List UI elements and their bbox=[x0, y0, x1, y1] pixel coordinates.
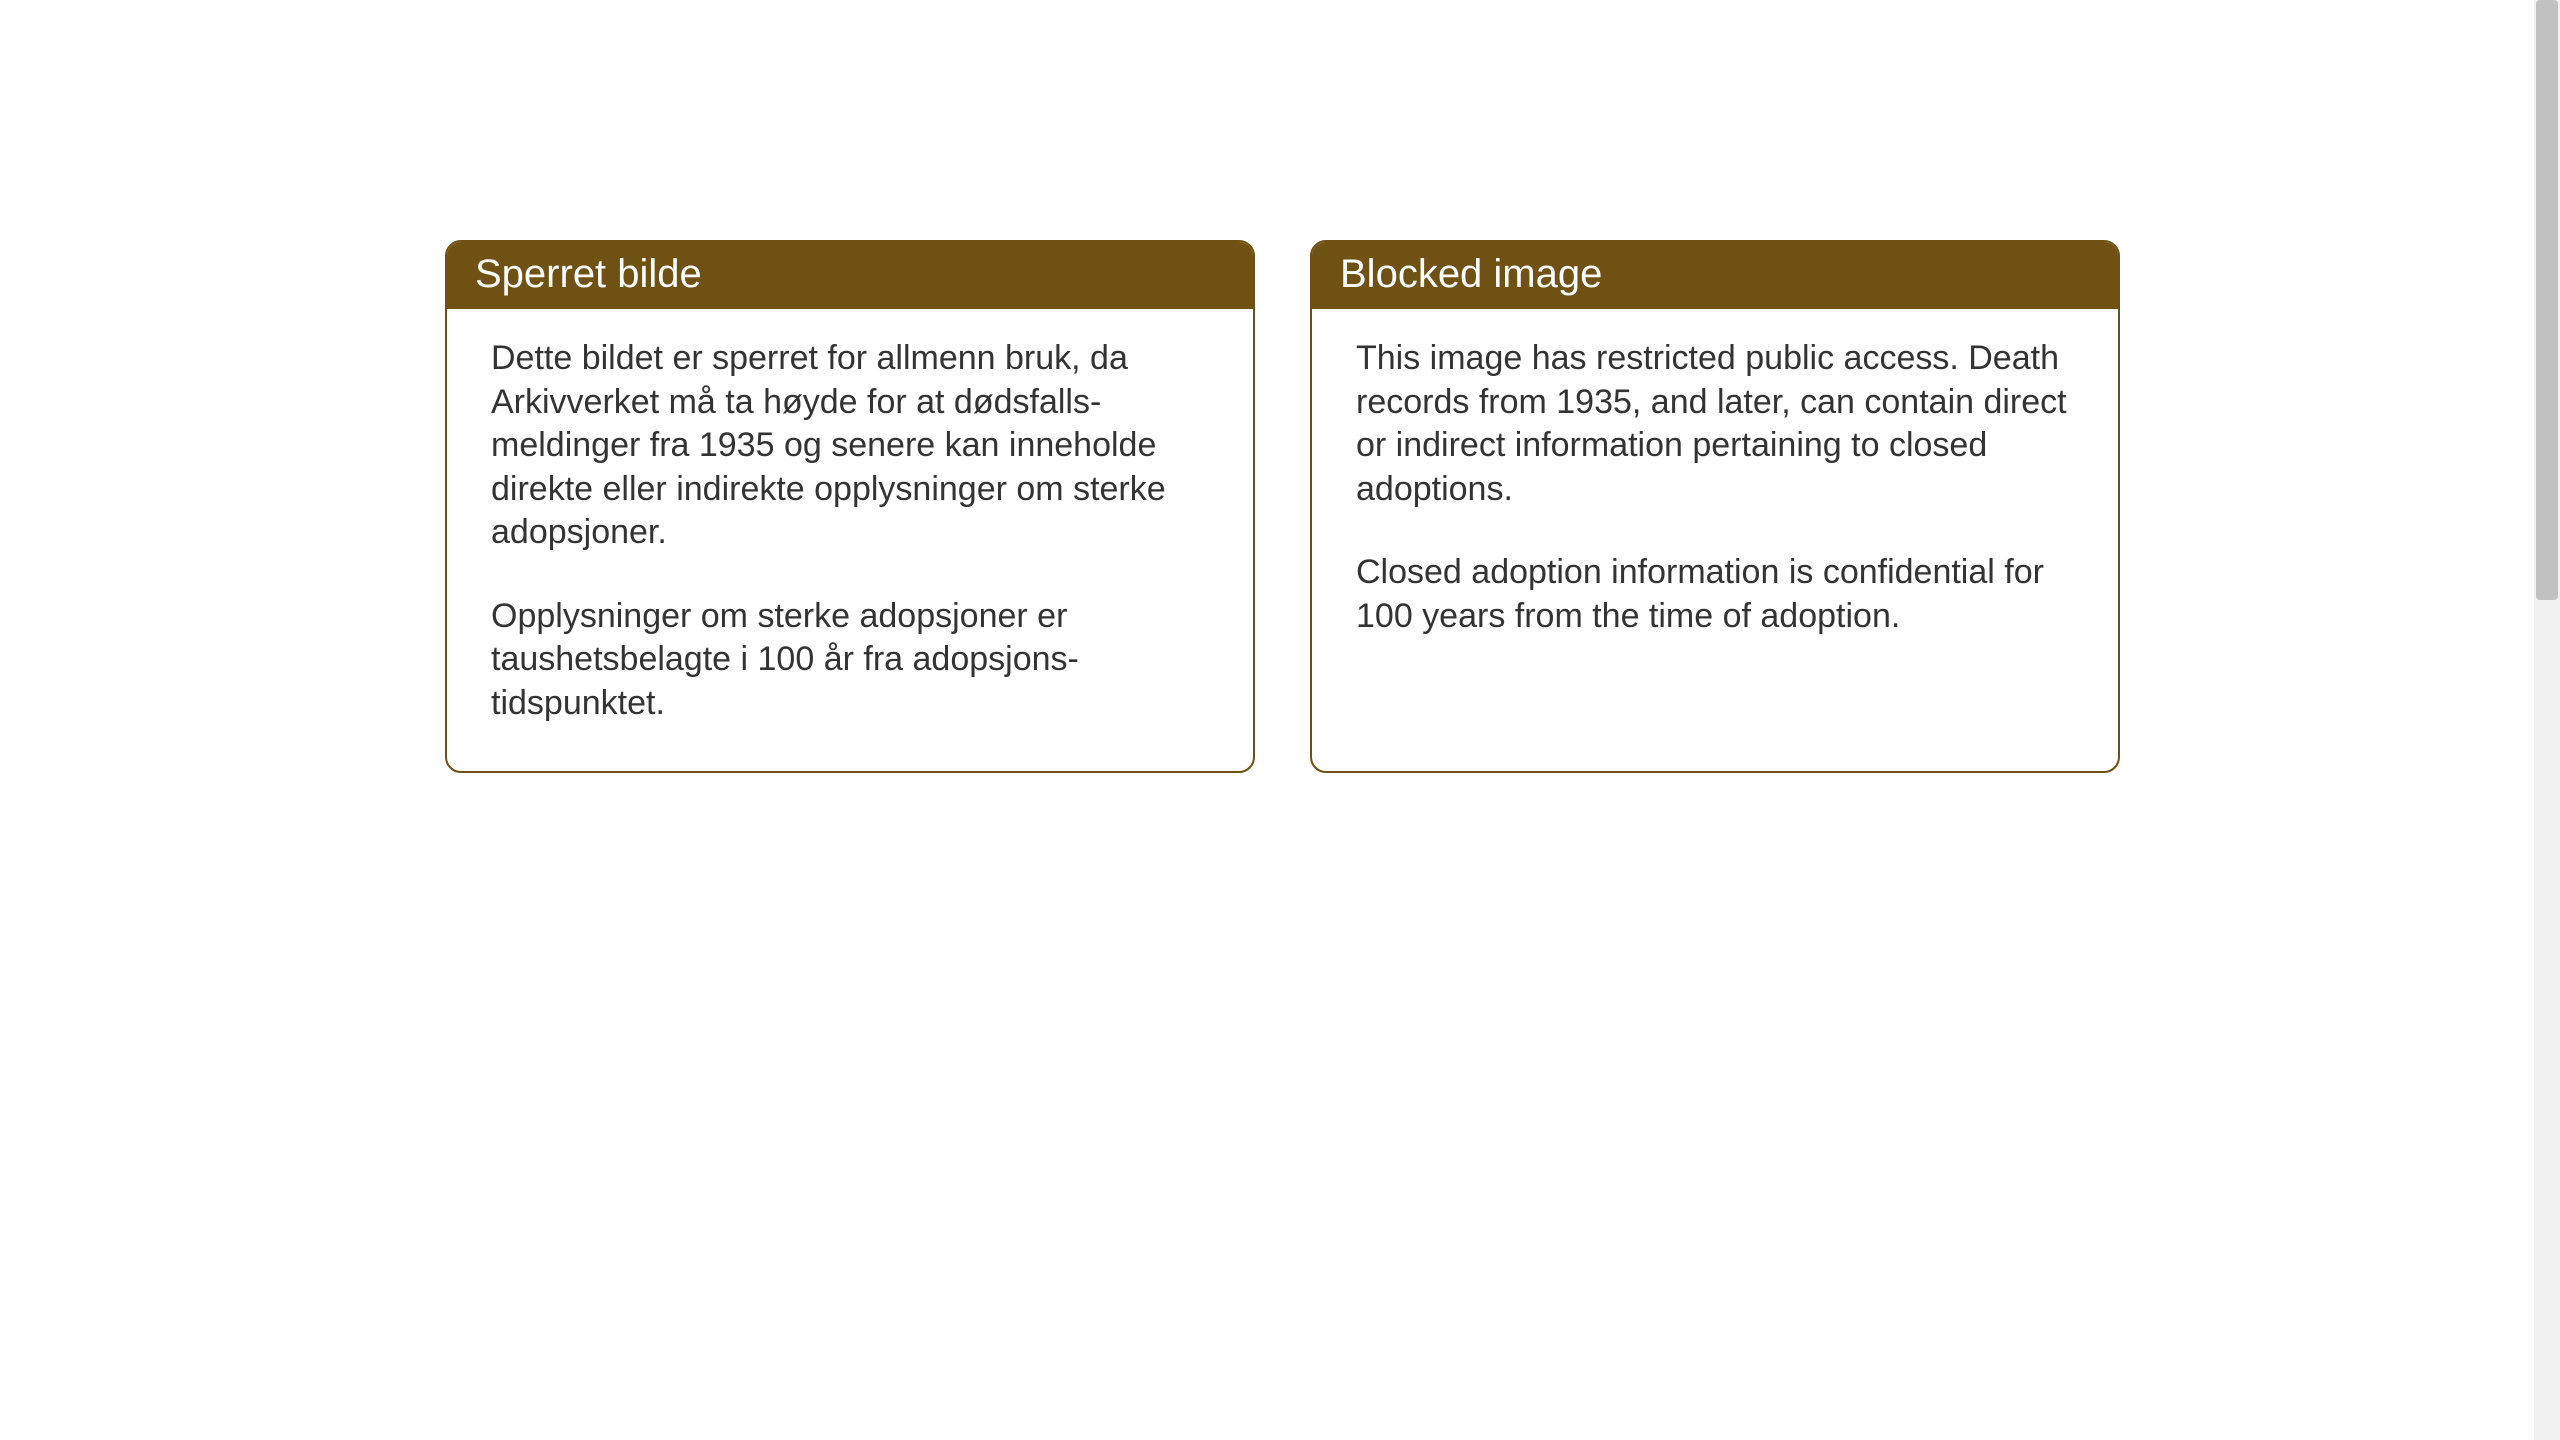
notice-paragraph-2-norwegian: Opplysninger om sterke adopsjoner er tau… bbox=[491, 595, 1209, 726]
notice-paragraph-2-english: Closed adoption information is confident… bbox=[1356, 551, 2074, 638]
notice-header-norwegian: Sperret bilde bbox=[447, 242, 1253, 309]
notice-title-norwegian: Sperret bilde bbox=[475, 252, 702, 296]
scrollbar-thumb[interactable] bbox=[2536, 0, 2558, 600]
notice-body-norwegian: Dette bildet er sperret for allmenn bruk… bbox=[447, 309, 1253, 771]
notice-paragraph-1-english: This image has restricted public access.… bbox=[1356, 337, 2074, 511]
notice-title-english: Blocked image bbox=[1340, 252, 1602, 296]
notice-card-english: Blocked image This image has restricted … bbox=[1310, 240, 2120, 773]
notice-card-norwegian: Sperret bilde Dette bildet er sperret fo… bbox=[445, 240, 1255, 773]
notice-paragraph-1-norwegian: Dette bildet er sperret for allmenn bruk… bbox=[491, 337, 1209, 555]
scrollbar-track[interactable] bbox=[2534, 0, 2560, 1440]
notice-header-english: Blocked image bbox=[1312, 242, 2118, 309]
notice-container: Sperret bilde Dette bildet er sperret fo… bbox=[445, 240, 2120, 773]
notice-body-english: This image has restricted public access.… bbox=[1312, 309, 2118, 684]
